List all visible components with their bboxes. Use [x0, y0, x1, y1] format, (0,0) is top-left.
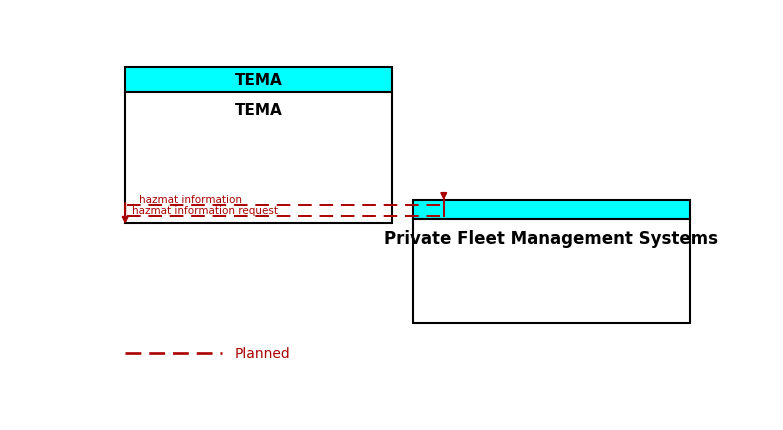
Text: Planned: Planned: [234, 346, 290, 360]
Bar: [413, 220, 690, 323]
Text: Private Fleet Management Systems: Private Fleet Management Systems: [384, 230, 719, 248]
Text: hazmat information: hazmat information: [139, 195, 241, 205]
Text: TEMA: TEMA: [235, 73, 283, 88]
Bar: [125, 68, 392, 93]
Text: TEMA: TEMA: [235, 103, 283, 118]
Bar: [125, 93, 392, 224]
Text: hazmat information request: hazmat information request: [132, 206, 279, 216]
Bar: [413, 200, 690, 220]
